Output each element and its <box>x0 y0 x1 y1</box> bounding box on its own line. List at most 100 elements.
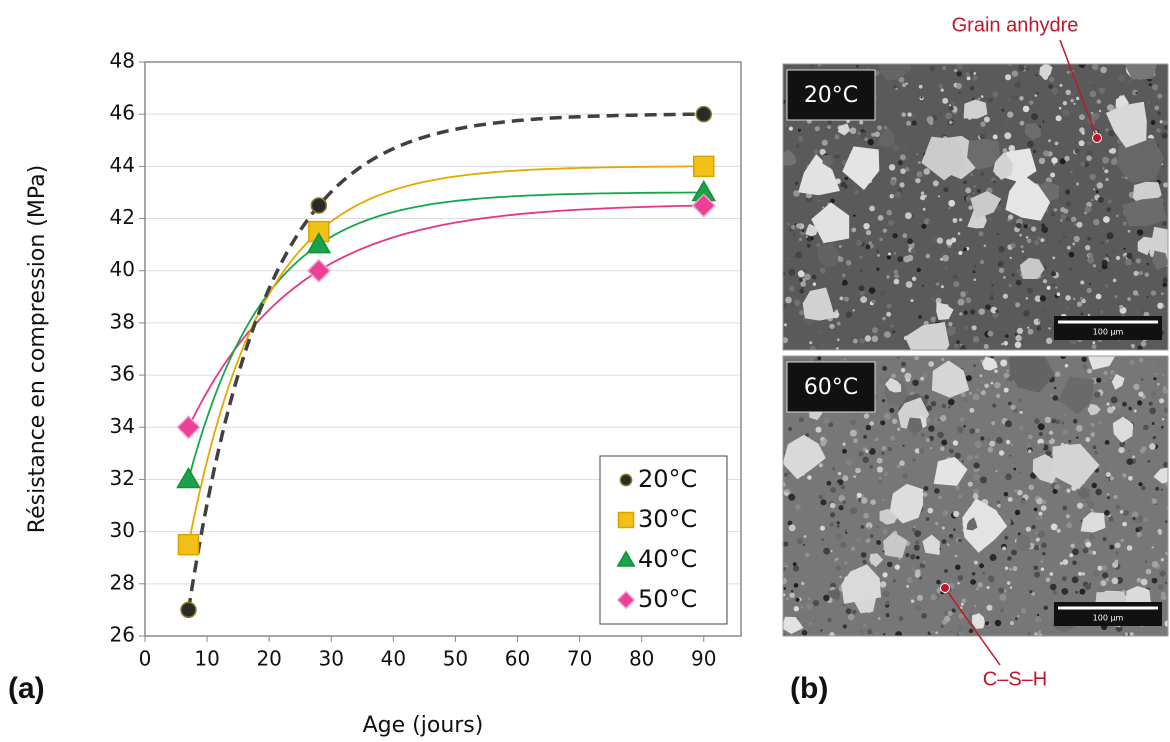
grain <box>955 564 961 570</box>
grain <box>941 357 945 362</box>
legend-label: 30°C <box>638 505 697 533</box>
y-tick-label: 42 <box>110 205 135 229</box>
grain <box>1098 420 1102 425</box>
grain <box>961 460 965 463</box>
grain <box>960 392 966 398</box>
grain <box>827 588 840 600</box>
grain <box>912 527 916 532</box>
grain <box>987 446 994 453</box>
grain <box>900 168 906 174</box>
grain <box>1009 256 1012 259</box>
grain <box>819 267 826 274</box>
grain <box>1101 259 1108 266</box>
grain <box>1153 377 1157 381</box>
grain <box>852 309 855 312</box>
grain <box>839 575 842 579</box>
grain <box>995 309 999 313</box>
grain <box>797 135 804 142</box>
grain <box>859 255 863 259</box>
annotation-dot <box>940 583 950 593</box>
grain <box>1105 101 1147 148</box>
grain <box>916 171 923 178</box>
grain <box>1003 372 1010 379</box>
grain <box>899 182 905 188</box>
grain <box>957 582 960 585</box>
grain <box>1014 81 1021 89</box>
grain <box>1049 558 1054 563</box>
grain <box>956 426 964 434</box>
grain <box>1114 295 1118 299</box>
grain <box>1015 617 1018 621</box>
grain <box>856 65 859 68</box>
grain <box>1119 441 1126 448</box>
grain <box>1093 570 1100 577</box>
grain <box>1026 287 1033 294</box>
grain <box>863 623 867 628</box>
grain <box>810 236 814 241</box>
grain <box>1103 477 1110 483</box>
grain <box>1034 295 1042 303</box>
grain <box>1041 557 1045 561</box>
grain <box>1062 109 1070 116</box>
grain <box>1032 454 1059 484</box>
grain <box>1162 418 1165 421</box>
grain <box>867 629 873 635</box>
grain <box>1138 270 1144 276</box>
grain <box>1019 410 1023 414</box>
grain <box>983 116 990 123</box>
grain <box>986 436 991 442</box>
grain <box>1064 364 1069 368</box>
grain <box>1157 111 1161 116</box>
grain <box>865 244 871 250</box>
grain <box>1035 516 1040 520</box>
grain <box>1070 171 1073 174</box>
grain <box>906 576 913 584</box>
grain <box>928 361 935 367</box>
grain <box>1040 516 1043 519</box>
grain <box>1155 486 1160 491</box>
grain <box>1016 268 1021 274</box>
grain <box>797 128 801 132</box>
grain <box>1040 505 1047 511</box>
point <box>695 105 712 123</box>
grain <box>1038 431 1043 437</box>
grain <box>991 421 996 426</box>
grain <box>1014 333 1018 336</box>
grain <box>1065 514 1070 519</box>
grain <box>798 417 804 423</box>
grain <box>859 120 864 125</box>
grain <box>948 448 954 454</box>
grain <box>1028 484 1034 491</box>
grain <box>888 220 894 226</box>
grain <box>881 451 885 456</box>
grain <box>979 374 983 378</box>
grain <box>883 331 891 338</box>
grain <box>1040 238 1045 243</box>
grain <box>904 372 912 380</box>
grain <box>1018 398 1022 403</box>
grain <box>845 532 848 534</box>
grain <box>1071 576 1079 584</box>
grain <box>1157 382 1160 386</box>
grain <box>996 437 1003 444</box>
grain <box>1003 387 1009 393</box>
grain <box>1088 252 1093 258</box>
grain <box>879 290 887 297</box>
grain <box>1058 106 1062 110</box>
grain <box>980 359 984 363</box>
grain <box>964 461 967 464</box>
grain <box>889 483 924 524</box>
grain <box>783 323 788 327</box>
grain <box>860 525 865 529</box>
grain <box>1108 149 1114 154</box>
grain <box>1164 551 1168 556</box>
grain <box>963 325 969 330</box>
grain <box>1107 199 1112 205</box>
grain <box>792 539 798 544</box>
grain <box>1023 310 1030 317</box>
grain <box>914 530 922 537</box>
grain <box>985 621 990 626</box>
grain <box>1152 436 1156 440</box>
grain <box>1009 568 1012 571</box>
grain <box>885 377 902 393</box>
